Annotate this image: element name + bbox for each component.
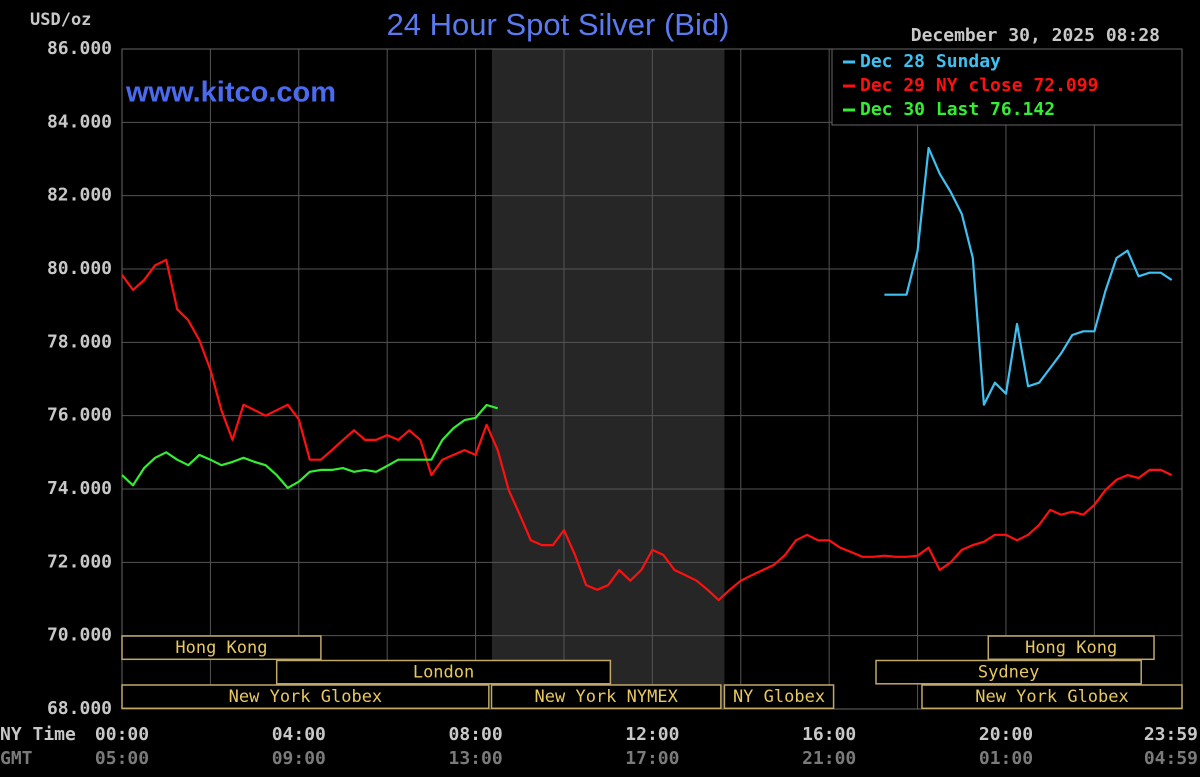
y-tick-label: 84.000 bbox=[47, 111, 112, 132]
session-label: London bbox=[413, 663, 474, 683]
series-line bbox=[121, 258, 1173, 602]
x-tick-label: 12:00 bbox=[625, 724, 679, 745]
x-tick-label: 04:00 bbox=[272, 724, 326, 745]
chart-title: 24 Hour Spot Silver (Bid) bbox=[387, 7, 730, 42]
legend-label: Dec 30 Last 76.142 bbox=[860, 99, 1055, 120]
session-bar bbox=[490, 684, 722, 710]
x-axis-label: NY Time bbox=[0, 724, 76, 745]
x2-axis-label: GMT bbox=[0, 748, 33, 769]
watermark: www.kitco.com bbox=[125, 77, 336, 109]
x-tick-label: 23:59 bbox=[1144, 724, 1198, 745]
y-tick-label: 78.000 bbox=[47, 331, 112, 352]
session-bar bbox=[121, 635, 322, 661]
y-tick-label: 80.000 bbox=[47, 258, 112, 279]
y-tick-label: 74.000 bbox=[47, 478, 112, 499]
session-bar bbox=[875, 659, 1142, 685]
legend-label: Dec 28 Sunday bbox=[860, 51, 1001, 72]
series-line bbox=[121, 403, 499, 489]
legend-label: Dec 29 NY close 72.099 bbox=[860, 75, 1098, 96]
legend: Dec 28 Sunday Dec 29 NY close 72.099 Dec 3… bbox=[831, 48, 1183, 126]
session-bar bbox=[275, 659, 612, 685]
x2-tick-label: 21:00 bbox=[802, 748, 856, 769]
x2-tick-label: 17:00 bbox=[625, 748, 679, 769]
session-bar bbox=[987, 635, 1155, 661]
session-label: New York NYMEX bbox=[535, 687, 679, 707]
x-tick-label: 20:00 bbox=[979, 724, 1033, 745]
session-bar bbox=[121, 684, 490, 710]
session-label: New York Globex bbox=[229, 687, 383, 707]
y-tick-label: 70.000 bbox=[47, 625, 112, 646]
legend-box bbox=[831, 48, 1183, 126]
x2-tick-label: 09:00 bbox=[272, 748, 326, 769]
session-label: New York Globex bbox=[975, 687, 1129, 707]
y-axis-label: USD/oz bbox=[30, 10, 91, 30]
x-tick-label: 00:00 bbox=[95, 724, 149, 745]
x2-tick-label: 05:00 bbox=[95, 748, 149, 769]
session-label: NY Globex bbox=[733, 687, 825, 707]
y-tick-label: 72.000 bbox=[47, 551, 112, 572]
session-bar bbox=[921, 684, 1183, 710]
x2-tick-label: 01:00 bbox=[979, 748, 1033, 769]
session-label: Hong Kong bbox=[175, 638, 267, 658]
session-label: Hong Kong bbox=[1025, 638, 1117, 658]
x2-tick-label: 04:59 bbox=[1144, 748, 1198, 769]
y-tick-label: 82.000 bbox=[47, 185, 112, 206]
y-tick-label: 76.000 bbox=[47, 405, 112, 426]
x-tick-label: 08:00 bbox=[448, 724, 502, 745]
session-bar bbox=[723, 684, 835, 710]
y-tick-label: 68.000 bbox=[47, 698, 112, 719]
x2-tick-label: 13:00 bbox=[448, 748, 502, 769]
highlight-region bbox=[491, 49, 725, 709]
y-tick-label: 86.000 bbox=[47, 38, 112, 59]
series-line bbox=[884, 146, 1173, 406]
timestamp: December 30, 2025 08:28 bbox=[911, 25, 1160, 46]
session-label: Sydney bbox=[978, 663, 1039, 683]
x-tick-label: 16:00 bbox=[802, 724, 856, 745]
